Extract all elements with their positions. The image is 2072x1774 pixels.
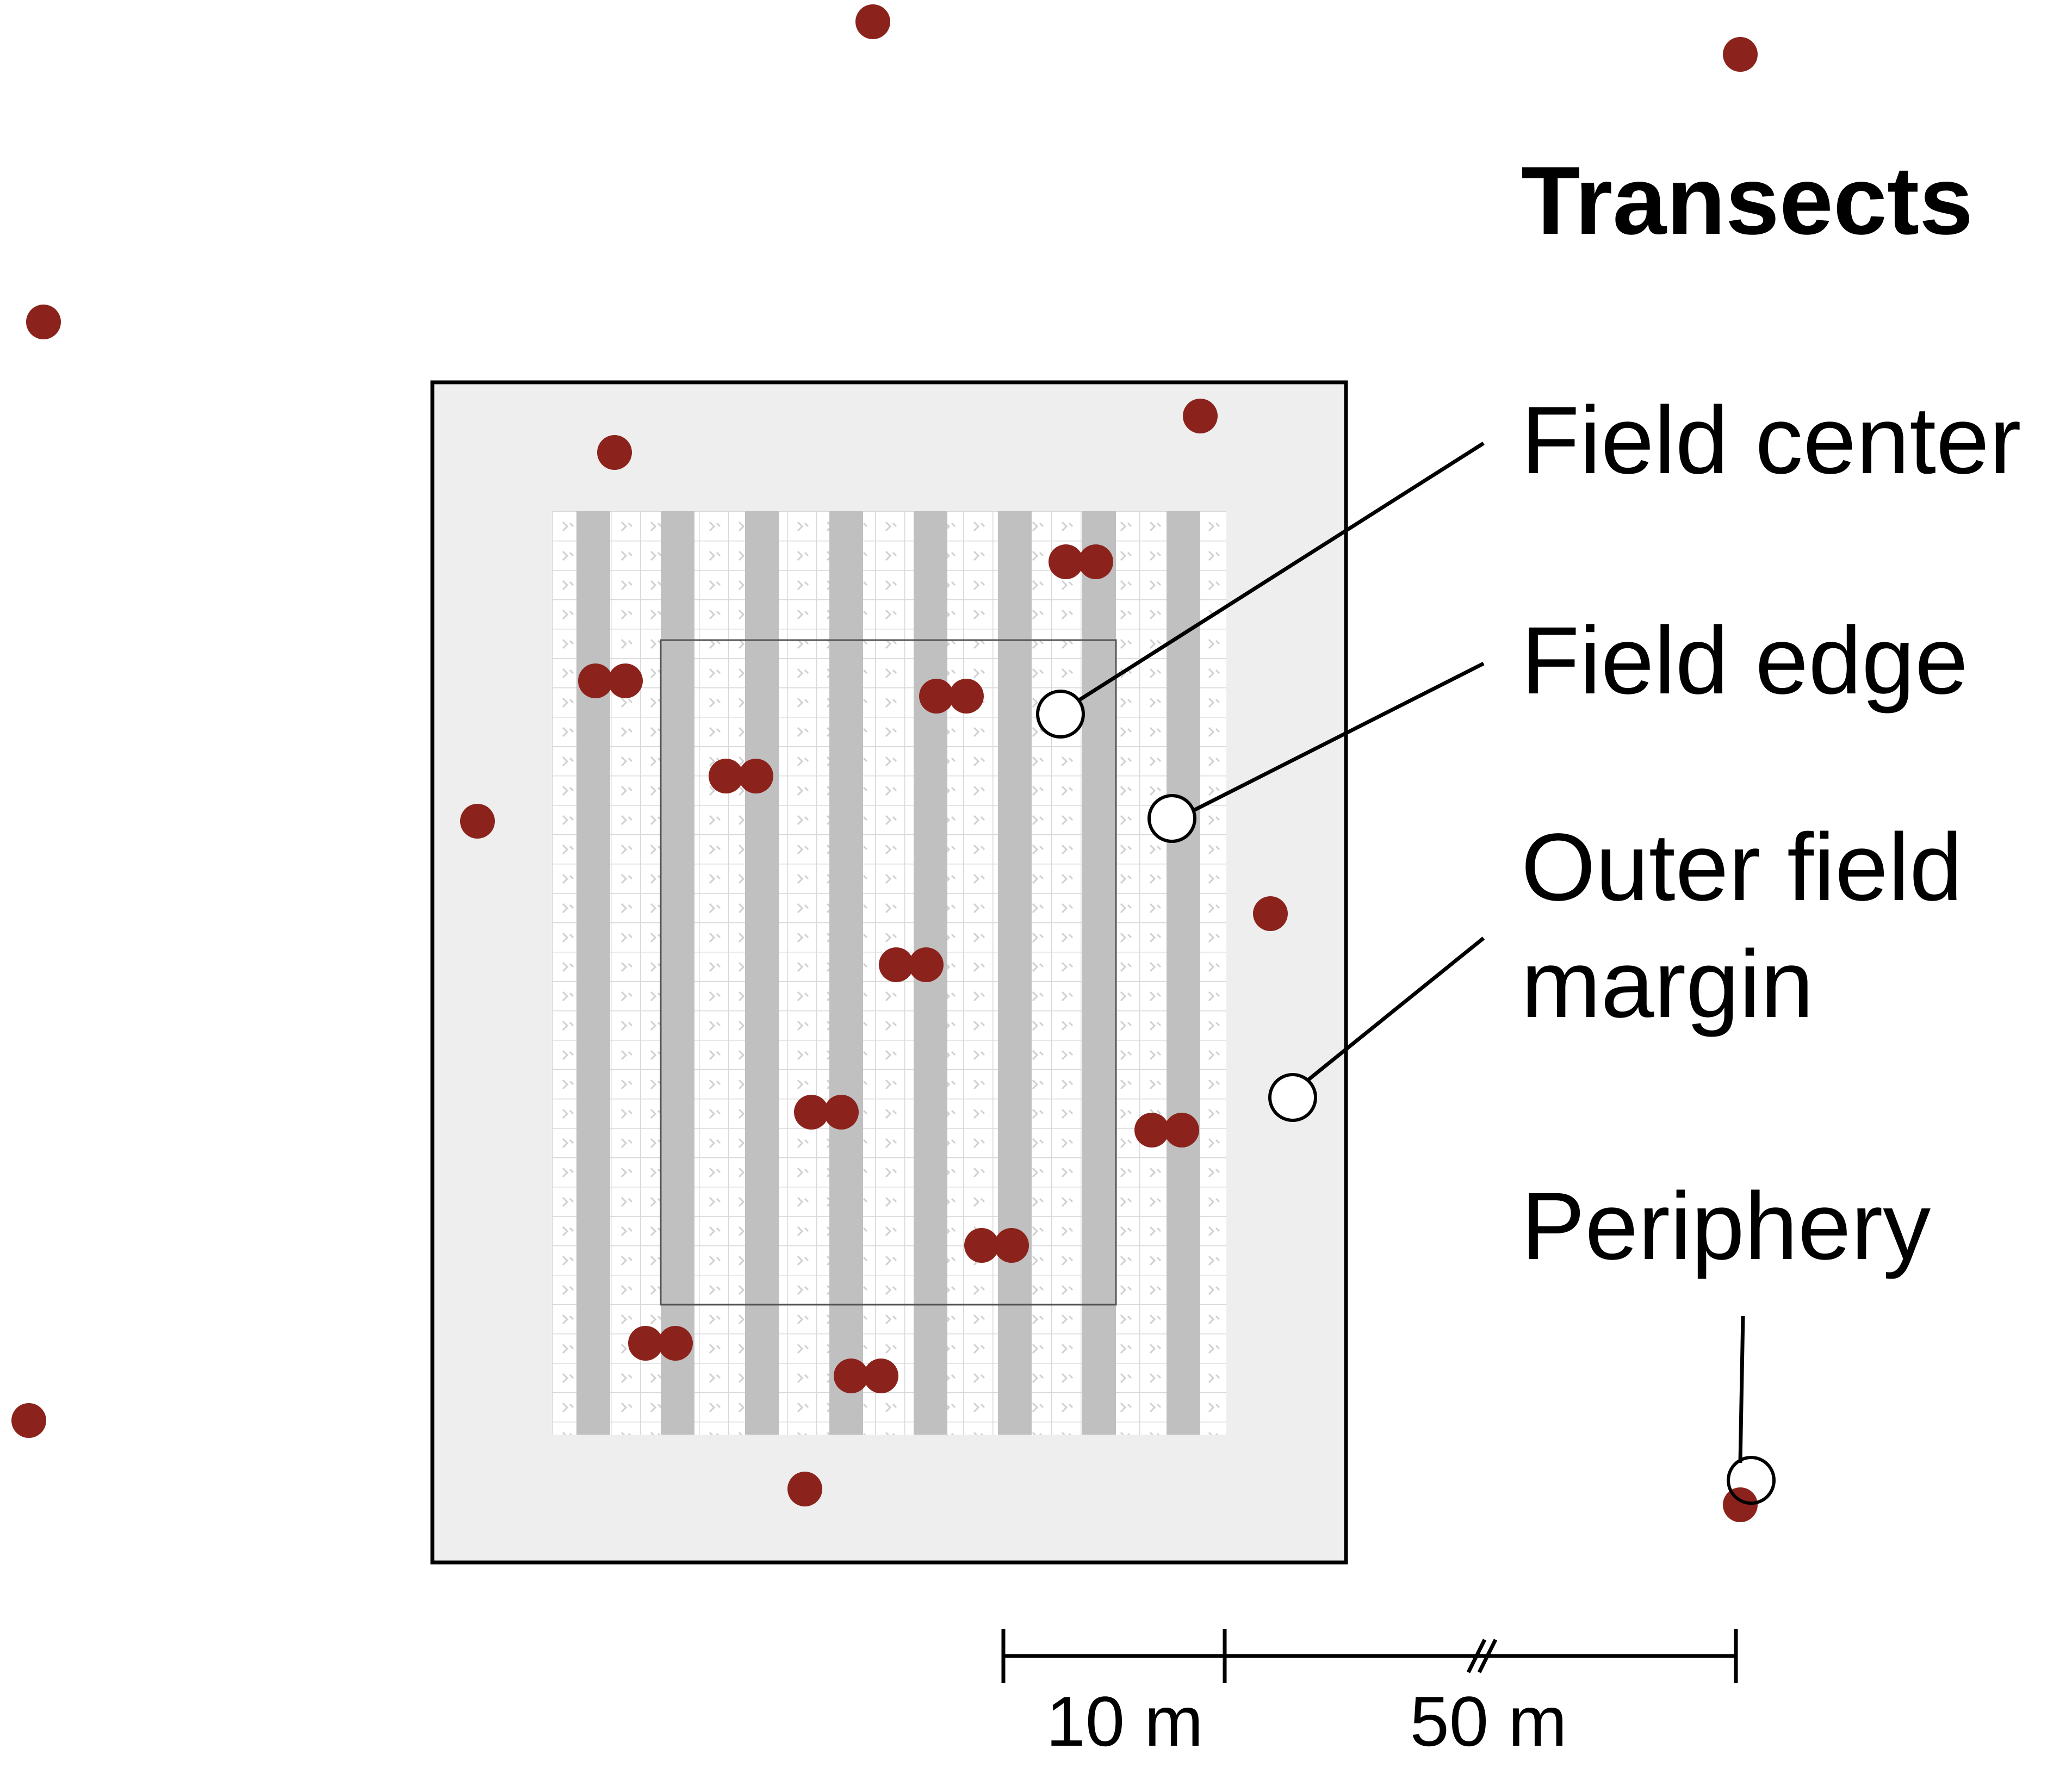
margin-point [787,1472,822,1506]
leader-periphery [1738,1316,1745,1463]
sampling-points [11,4,1758,1522]
crop-strip [1082,511,1116,1435]
point-pair [919,679,984,714]
crop-strip [745,511,779,1435]
label-outer-margin-line2: margin [1521,931,1814,1038]
scale-break-mark [1477,1639,1498,1673]
label-periphery: Periphery [1521,1173,1931,1280]
crop-strip [829,511,863,1435]
scale-label-10m: 10 m [1046,1682,1203,1761]
margin-point [1253,896,1288,931]
scale-bar [1001,1629,1738,1683]
point-pair [1049,544,1113,579]
crop-strip [998,511,1032,1435]
point-pair [879,947,944,982]
field-edge-marker [1147,794,1196,843]
label-field-center: Field center [1521,387,2021,494]
legend-title: Transects [1521,146,1973,255]
point-pair [709,759,773,793]
crop-strip [1167,511,1200,1435]
label-field-edge: Field edge [1521,607,1968,714]
margin-point [1183,399,1218,433]
periphery-point [1723,37,1758,72]
point-pair [964,1228,1029,1263]
scale-break-mark [1466,1639,1487,1673]
periphery-point [11,1403,46,1438]
crop-strips [576,511,1200,1435]
periphery-point [1723,1487,1758,1522]
point-pair [628,1326,693,1361]
margin-point [597,435,632,470]
field-center-boundary [660,639,1117,1306]
label-outer-margin-line1: Outer field [1521,814,1963,921]
point-pair [1134,1113,1199,1147]
periphery-point [26,305,61,339]
leader-field-edge [1193,661,1485,812]
leader-lines [1076,442,1745,1463]
scale-label-50m: 50 m [1410,1682,1567,1761]
leader-field-center [1076,442,1485,703]
leader-outer-margin [1304,936,1485,1084]
crop-strip [576,511,610,1435]
periphery-point [855,4,890,39]
margin-point [460,804,495,839]
point-pair [834,1359,898,1393]
transect-markers [1036,690,1776,1505]
field-center-marker [1036,690,1085,739]
point-pair [794,1095,859,1130]
outer-margin-marker [1268,1073,1317,1122]
crop-strip [661,511,694,1435]
point-pair [578,663,643,698]
periphery-marker [1727,1456,1776,1505]
